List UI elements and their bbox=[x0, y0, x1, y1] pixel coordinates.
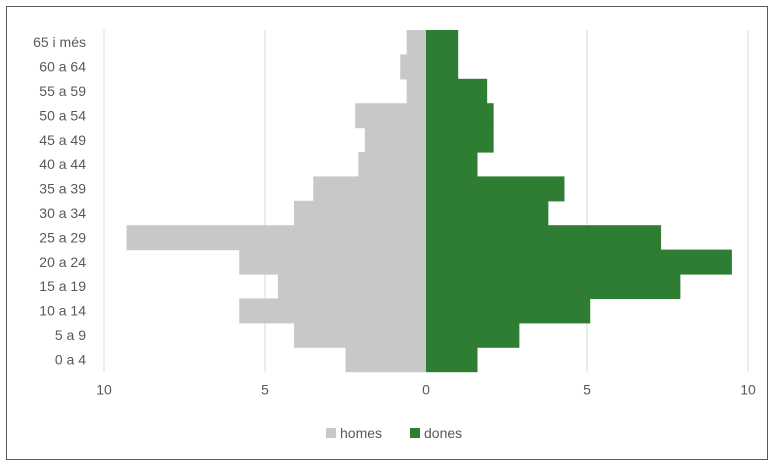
bar-homes bbox=[406, 30, 426, 55]
x-tick-label: 0 bbox=[422, 382, 430, 398]
x-tick-label: 5 bbox=[261, 382, 269, 398]
bar-homes bbox=[406, 78, 426, 104]
y-tick-label: 10 a 14 bbox=[39, 303, 86, 319]
bar-dones bbox=[426, 127, 494, 153]
bar-homes bbox=[358, 152, 426, 177]
bar-homes bbox=[126, 225, 426, 251]
bar-homes bbox=[293, 322, 426, 348]
x-tick-label: 10 bbox=[740, 382, 756, 398]
bar-dones bbox=[426, 347, 478, 373]
bar-dones bbox=[426, 298, 591, 324]
bar-dones bbox=[426, 225, 662, 251]
bar-dones bbox=[426, 176, 565, 202]
bar-dones bbox=[426, 103, 494, 129]
y-tick-label: 60 a 64 bbox=[39, 59, 86, 75]
y-tick-label: 0 a 4 bbox=[55, 351, 86, 367]
y-tick-label: 50 a 54 bbox=[39, 107, 86, 123]
bar-homes bbox=[345, 347, 426, 373]
bar-dones bbox=[426, 249, 732, 275]
y-tick-label: 35 a 39 bbox=[39, 181, 86, 197]
y-tick-label: 30 a 34 bbox=[39, 205, 86, 221]
bar-dones bbox=[426, 322, 520, 348]
bar-homes bbox=[313, 176, 426, 202]
y-tick-label: 45 a 49 bbox=[39, 132, 86, 148]
y-tick-label: 25 a 29 bbox=[39, 229, 86, 245]
bar-homes bbox=[277, 274, 426, 299]
bar-dones bbox=[426, 78, 488, 104]
bar-homes bbox=[400, 54, 426, 80]
bar-dones bbox=[426, 54, 459, 80]
y-tick-label: 15 a 19 bbox=[39, 278, 86, 294]
bar-dones bbox=[426, 30, 459, 55]
bar-homes bbox=[293, 200, 426, 226]
bar-homes bbox=[364, 127, 426, 153]
y-tick-label: 20 a 24 bbox=[39, 254, 86, 270]
x-tick-label: 10 bbox=[96, 382, 112, 398]
legend-swatch-homes bbox=[326, 428, 336, 438]
bar-homes bbox=[239, 249, 426, 275]
legend-label-homes: homes bbox=[340, 425, 382, 441]
bar-dones bbox=[426, 200, 549, 226]
y-tick-label: 65 i més bbox=[33, 34, 86, 50]
x-tick-label: 5 bbox=[583, 382, 591, 398]
y-tick-label: 55 a 59 bbox=[39, 83, 86, 99]
bar-dones bbox=[426, 274, 681, 299]
bar-dones bbox=[426, 152, 478, 177]
y-tick-label: 5 a 9 bbox=[55, 327, 86, 343]
y-tick-label: 40 a 44 bbox=[39, 156, 86, 172]
bar-homes bbox=[355, 103, 426, 129]
legend-label-dones: dones bbox=[424, 425, 462, 441]
bar-homes bbox=[239, 298, 426, 324]
legend-swatch-dones bbox=[410, 428, 420, 438]
